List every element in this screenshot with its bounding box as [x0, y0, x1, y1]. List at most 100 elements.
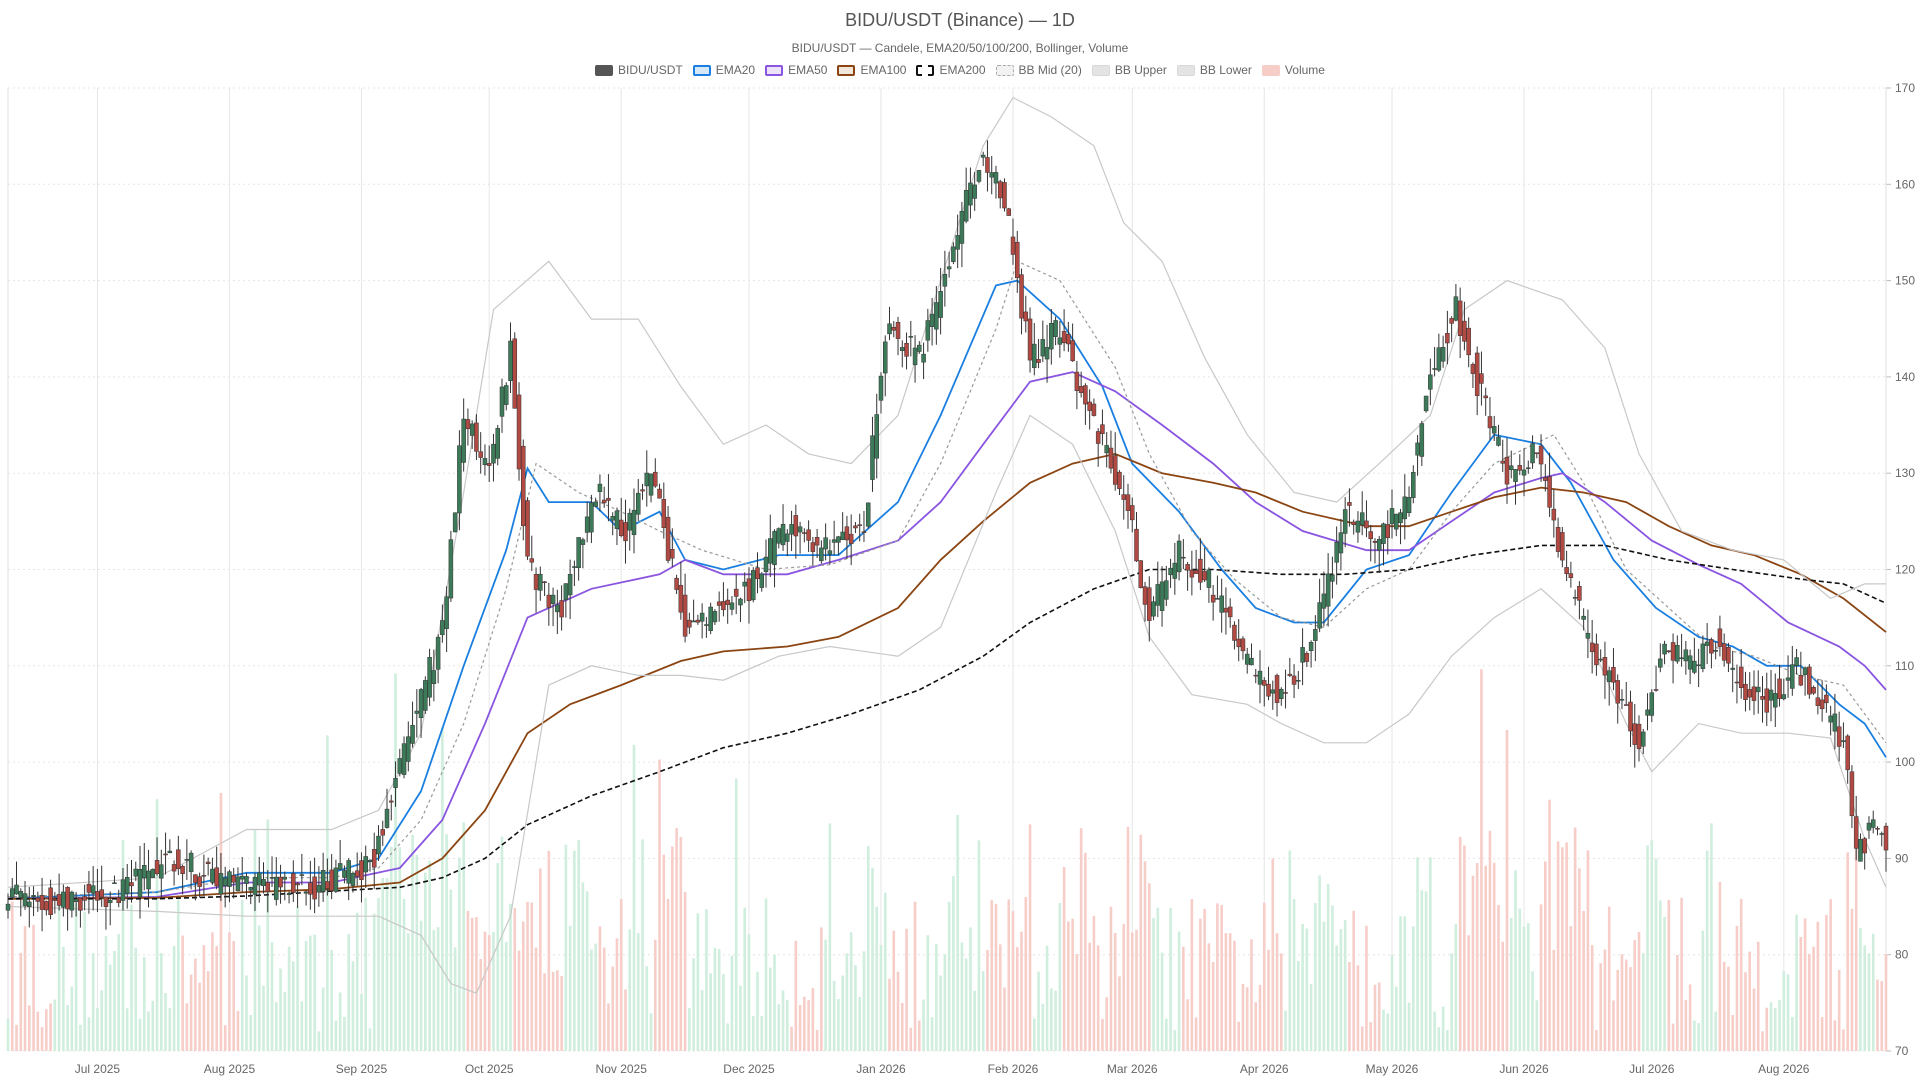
- volume-bar: [645, 966, 649, 1051]
- volume-bar: [1182, 946, 1185, 1051]
- candle-body: [1206, 569, 1212, 588]
- candle-body: [623, 522, 628, 542]
- volume-bar: [1054, 990, 1057, 1051]
- volume-bar: [1348, 962, 1351, 1051]
- candle-body: [1547, 476, 1552, 508]
- volume-bar: [1165, 1018, 1168, 1051]
- volume-bar: [781, 990, 785, 1051]
- candle-body: [22, 893, 28, 907]
- candle-body: [627, 512, 632, 531]
- volume-bar: [1403, 916, 1407, 1051]
- legend-item[interactable]: BB Mid (20): [995, 63, 1082, 77]
- candle-body: [1853, 816, 1859, 849]
- volume-bar: [283, 991, 287, 1051]
- candle-body: [1394, 513, 1399, 530]
- candle-body: [1091, 403, 1097, 416]
- candle-body: [252, 876, 258, 895]
- candle-body: [278, 876, 283, 888]
- candle-body: [1376, 539, 1382, 551]
- candle-body: [848, 533, 854, 544]
- candle-body: [1368, 531, 1373, 540]
- candle-body: [1687, 655, 1693, 670]
- volume-bar: [517, 950, 521, 1051]
- volume-bar: [1535, 1000, 1539, 1051]
- volume-bar: [1782, 971, 1786, 1051]
- volume-bar: [321, 987, 325, 1051]
- candle-body: [853, 525, 858, 529]
- legend-item[interactable]: EMA200: [916, 63, 986, 77]
- volume-bar: [1360, 1026, 1364, 1051]
- candle-body: [1193, 570, 1199, 574]
- volume-bar: [1007, 899, 1011, 1051]
- volume-bar: [1211, 961, 1215, 1051]
- legend-label: Volume: [1284, 63, 1325, 77]
- candle-body: [1138, 560, 1144, 588]
- candle-body: [312, 876, 317, 900]
- volume-bar: [1190, 899, 1194, 1051]
- candle-body: [69, 891, 75, 911]
- x-tick-label: Jun 2026: [1499, 1062, 1549, 1076]
- volume-bar: [1488, 830, 1492, 1051]
- volume-bar: [1480, 669, 1483, 1051]
- legend-label: BIDU/USDT: [618, 63, 683, 77]
- volume-bar: [1258, 984, 1262, 1051]
- volume-bar: [1292, 899, 1296, 1051]
- volume-bar: [700, 990, 704, 1051]
- legend-item[interactable]: BB Upper: [1091, 63, 1167, 77]
- candle-body: [900, 347, 905, 351]
- volume-bar: [1105, 997, 1108, 1051]
- candle-body: [563, 583, 569, 600]
- candle-body: [1112, 455, 1118, 485]
- candle-body: [1649, 692, 1655, 716]
- volume-bar: [1778, 999, 1781, 1051]
- volume-bar: [296, 906, 299, 1051]
- candle-body: [742, 581, 747, 587]
- series-line-ema100: [7, 452, 1887, 900]
- candle-body: [248, 887, 253, 891]
- volume-bar: [1833, 1020, 1837, 1051]
- candle-body: [461, 418, 466, 463]
- candle-body: [580, 539, 586, 545]
- legend-label: BB Upper: [1114, 63, 1167, 77]
- volume-bar: [1118, 976, 1121, 1051]
- volume-bar: [1859, 928, 1862, 1051]
- candle-body: [103, 896, 109, 907]
- legend-item[interactable]: EMA100: [837, 63, 906, 77]
- legend-item[interactable]: EMA50: [765, 63, 827, 77]
- legend-item[interactable]: BIDU/USDT: [595, 63, 683, 77]
- candle-body: [107, 899, 113, 903]
- volume-bar: [304, 940, 308, 1051]
- volume-bar: [142, 957, 146, 1051]
- volume-bar: [1390, 955, 1394, 1051]
- volume-bar: [1552, 949, 1556, 1051]
- volume-bar: [287, 946, 291, 1051]
- volume-bar: [1509, 917, 1513, 1051]
- candle-body: [1628, 701, 1633, 732]
- candle-body: [129, 882, 134, 887]
- legend-item[interactable]: BB Lower: [1176, 63, 1252, 77]
- candle-body: [124, 877, 130, 894]
- candle-body: [1108, 447, 1114, 469]
- candle-body: [1794, 657, 1799, 666]
- volume-bar: [854, 965, 857, 1051]
- candle-body: [427, 657, 432, 698]
- y-tick-label: 170: [1895, 81, 1915, 95]
- legend-swatch: [1261, 64, 1280, 76]
- candle-body: [1083, 385, 1088, 405]
- volume-bar: [1399, 916, 1402, 1051]
- legend-item[interactable]: EMA20: [692, 63, 755, 77]
- candle-body: [78, 897, 83, 911]
- candle-body: [27, 901, 32, 907]
- candle-body: [1572, 597, 1578, 599]
- legend-swatch: [837, 64, 856, 76]
- candle-body: [163, 853, 168, 856]
- x-tick-label: Aug 2025: [204, 1062, 256, 1076]
- volume-bar: [500, 836, 504, 1051]
- volume-bar: [104, 936, 108, 1051]
- legend-item[interactable]: Volume: [1261, 63, 1325, 77]
- volume-bar: [1582, 910, 1585, 1051]
- candle-body: [1679, 657, 1684, 660]
- candle-body: [1287, 673, 1293, 676]
- volume-bar: [1152, 917, 1155, 1051]
- candle-body: [1095, 431, 1101, 444]
